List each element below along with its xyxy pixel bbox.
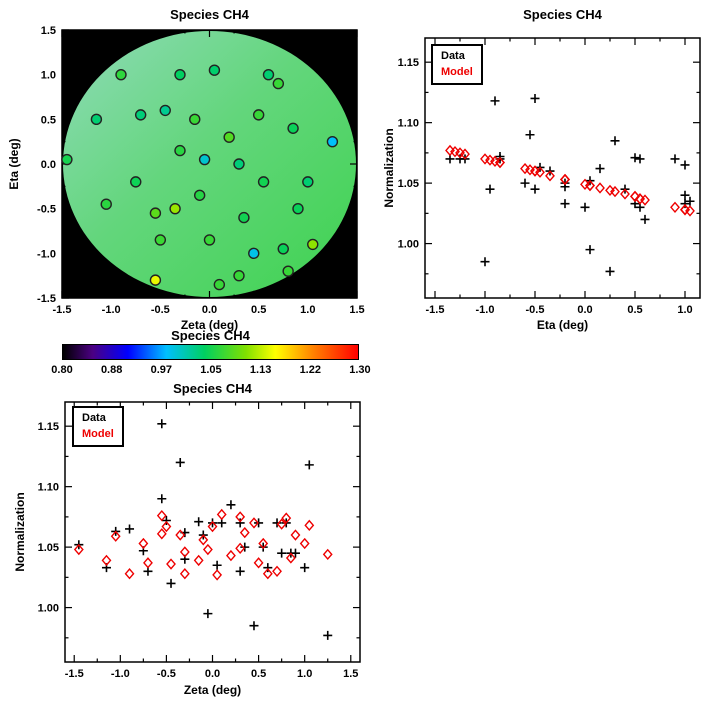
svg-text:-0.5: -0.5: [151, 304, 170, 316]
colorbar-title: Species CH4: [171, 328, 250, 343]
svg-text:1.05: 1.05: [38, 542, 59, 554]
svg-text:1.00: 1.00: [38, 603, 59, 615]
svg-text:0.5: 0.5: [41, 114, 56, 126]
svg-text:1.00: 1.00: [398, 239, 419, 251]
legend-model-label: Model: [82, 428, 114, 440]
zeta-plot-xlabel: Zeta (deg): [183, 683, 242, 697]
svg-text:1.0: 1.0: [297, 668, 312, 680]
svg-text:-1.0: -1.0: [102, 304, 121, 316]
svg-text:0.5: 0.5: [627, 304, 642, 316]
colorbar-tick: 0.80: [51, 364, 73, 376]
zeta-plot-svg: -1.5 -1.0 -0.5 0.0 0.5 1.0 1.5 1.00 1.05 1.10 1.15: [38, 401, 361, 680]
svg-text:-1.5: -1.5: [65, 668, 84, 680]
svg-text:1.0: 1.0: [300, 304, 315, 316]
eta-plot-legend: Data Model: [431, 44, 483, 85]
zeta-plot-ylabel: Normalization: [13, 492, 27, 572]
legend-model-label: Model: [441, 66, 473, 78]
svg-text:-1.5: -1.5: [53, 304, 72, 316]
svg-text:1.10: 1.10: [38, 482, 59, 494]
svg-text:0.0: 0.0: [202, 304, 217, 316]
svg-text:1.15: 1.15: [38, 421, 59, 433]
legend-data-label: Data: [441, 50, 465, 62]
svg-text:0.0: 0.0: [205, 668, 220, 680]
map-plot-svg: -1.5 -1.0 -0.5 0.0 0.5 1.0 1.5 -1.5 -1.0 -0.5 0.0 0…: [37, 25, 365, 316]
svg-text:-1.0: -1.0: [476, 304, 495, 316]
svg-text:1.5: 1.5: [41, 25, 56, 37]
svg-text:-0.5: -0.5: [157, 668, 176, 680]
zeta-plot-title: Species CH4: [173, 381, 252, 396]
colorbar-tick: 0.97: [150, 364, 173, 376]
svg-text:1.05: 1.05: [398, 178, 419, 190]
svg-text:0.5: 0.5: [251, 668, 266, 680]
svg-text:0.5: 0.5: [251, 304, 266, 316]
colorbar-tick: 1.22: [299, 364, 321, 376]
svg-text:-0.5: -0.5: [37, 204, 56, 216]
eta-plot-svg: -1.5 -1.0 -0.5 0.0 0.5 1.0 1.00 1.05 1.10 1.15: [398, 37, 701, 316]
colorbar-tick: 0.88: [100, 364, 123, 376]
colorbar-ticks: 0.80 0.88 0.97 1.05 1.13 1.22 1.30: [42, 364, 380, 376]
legend-data-label: Data: [82, 412, 106, 424]
svg-text:-1.0: -1.0: [37, 248, 56, 260]
svg-text:1.15: 1.15: [398, 57, 419, 69]
svg-text:1.5: 1.5: [349, 304, 364, 316]
map-xlabel: Zeta (deg): [180, 318, 239, 332]
eta-plot-xlabel: Eta (deg): [536, 318, 589, 332]
colorbar-tick: 1.30: [349, 364, 371, 376]
eta-plot-ylabel: Normalization: [382, 128, 396, 208]
svg-text:1.0: 1.0: [41, 70, 56, 82]
svg-text:0.0: 0.0: [41, 159, 56, 171]
colorbar-tick: 1.05: [200, 364, 222, 376]
svg-text:1.5: 1.5: [343, 668, 358, 680]
svg-text:1.10: 1.10: [398, 118, 419, 130]
svg-text:-1.5: -1.5: [37, 293, 56, 305]
svg-text:-1.5: -1.5: [426, 304, 445, 316]
svg-text:-0.5: -0.5: [526, 304, 545, 316]
colorbar-gradient: [62, 344, 359, 360]
svg-text:0.0: 0.0: [577, 304, 592, 316]
map-ylabel: Eta (deg): [7, 138, 21, 190]
svg-text:1.0: 1.0: [677, 304, 692, 316]
eta-plot-title: Species CH4: [523, 7, 602, 22]
svg-text:-1.0: -1.0: [111, 668, 130, 680]
map-title: Species CH4: [170, 7, 249, 22]
zeta-plot-legend: Data Model: [72, 406, 124, 447]
colorbar-tick: 1.13: [249, 364, 272, 376]
